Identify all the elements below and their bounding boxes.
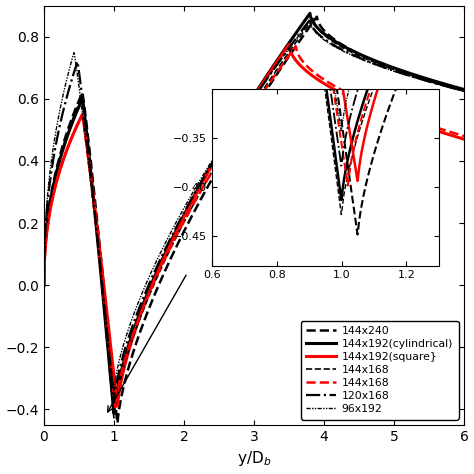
120x168 bbox=[285, 46, 291, 52]
Legend: 144x240, 144x192(cylindrical), 144x192(square}, 144x168, 144x168, 120x168, 96x19: 144x240, 144x192(cylindrical), 144x192(s… bbox=[301, 320, 458, 419]
120x168 bbox=[67, 84, 73, 90]
144x192(square} bbox=[41, 283, 47, 288]
144x192(cylindrical) bbox=[307, 10, 313, 16]
144x192(square} bbox=[404, 118, 410, 123]
144x168 bbox=[309, 17, 315, 23]
Line: 96x192: 96x192 bbox=[44, 21, 464, 392]
144x240 bbox=[309, 20, 315, 26]
96x192 bbox=[41, 283, 47, 288]
144x168 bbox=[67, 124, 73, 130]
Line: 144x168: 144x168 bbox=[44, 46, 464, 408]
144x192(cylindrical) bbox=[310, 18, 315, 24]
144x168 bbox=[461, 88, 467, 94]
96x192 bbox=[67, 65, 73, 71]
120x168 bbox=[404, 72, 410, 78]
144x240 bbox=[41, 283, 47, 288]
96x192 bbox=[361, 57, 366, 63]
144x192(cylindrical) bbox=[285, 41, 291, 47]
144x240 bbox=[285, 55, 291, 60]
144x168 bbox=[310, 16, 316, 21]
144x168 bbox=[67, 140, 73, 146]
120x168 bbox=[461, 88, 467, 94]
96x192 bbox=[461, 88, 467, 94]
144x168 bbox=[113, 405, 118, 410]
96x192 bbox=[297, 32, 302, 37]
Line: 144x240: 144x240 bbox=[44, 17, 464, 423]
144x240 bbox=[314, 14, 319, 19]
144x168 bbox=[461, 133, 467, 139]
Line: 144x168: 144x168 bbox=[44, 18, 464, 418]
144x192(square} bbox=[286, 42, 292, 47]
96x192 bbox=[307, 18, 313, 24]
144x168 bbox=[41, 283, 47, 288]
144x192(cylindrical) bbox=[67, 127, 73, 132]
144x192(cylindrical) bbox=[41, 283, 47, 288]
144x192(cylindrical) bbox=[297, 25, 302, 31]
144x168 bbox=[297, 55, 303, 60]
144x192(cylindrical) bbox=[404, 69, 410, 75]
144x192(square} bbox=[297, 62, 303, 68]
144x192(cylindrical) bbox=[111, 410, 117, 416]
144x240 bbox=[461, 88, 467, 94]
X-axis label: y/D$_b$: y/D$_b$ bbox=[237, 449, 271, 468]
96x192 bbox=[404, 73, 410, 78]
120x168 bbox=[310, 24, 315, 30]
144x192(square} bbox=[115, 403, 120, 409]
144x240 bbox=[67, 122, 73, 128]
144x240 bbox=[115, 420, 120, 426]
144x240 bbox=[361, 53, 366, 59]
144x192(cylindrical) bbox=[461, 87, 467, 92]
Line: 144x192(cylindrical): 144x192(cylindrical) bbox=[44, 13, 464, 413]
144x168 bbox=[285, 50, 291, 56]
120x168 bbox=[41, 283, 47, 288]
144x168 bbox=[111, 415, 117, 420]
120x168 bbox=[111, 400, 117, 405]
144x192(square} bbox=[310, 73, 315, 79]
144x192(square} bbox=[461, 137, 467, 142]
144x192(square} bbox=[67, 140, 73, 146]
120x168 bbox=[297, 31, 302, 36]
144x168 bbox=[404, 115, 410, 120]
144x168 bbox=[41, 283, 47, 288]
96x192 bbox=[310, 26, 315, 31]
144x168 bbox=[361, 55, 366, 61]
144x168 bbox=[293, 44, 299, 49]
144x192(square} bbox=[361, 101, 366, 107]
144x240 bbox=[404, 71, 410, 76]
144x192(square} bbox=[285, 42, 291, 48]
144x192(cylindrical) bbox=[361, 53, 366, 59]
120x168 bbox=[361, 57, 366, 63]
144x168 bbox=[404, 71, 410, 77]
144x240 bbox=[297, 38, 302, 44]
Line: 144x192(square}: 144x192(square} bbox=[44, 45, 464, 406]
144x168 bbox=[297, 35, 302, 40]
144x168 bbox=[361, 98, 366, 103]
96x192 bbox=[285, 46, 291, 52]
96x192 bbox=[111, 389, 117, 394]
144x168 bbox=[310, 68, 315, 74]
144x168 bbox=[285, 54, 291, 59]
Line: 120x168: 120x168 bbox=[44, 19, 464, 402]
120x168 bbox=[307, 17, 313, 22]
